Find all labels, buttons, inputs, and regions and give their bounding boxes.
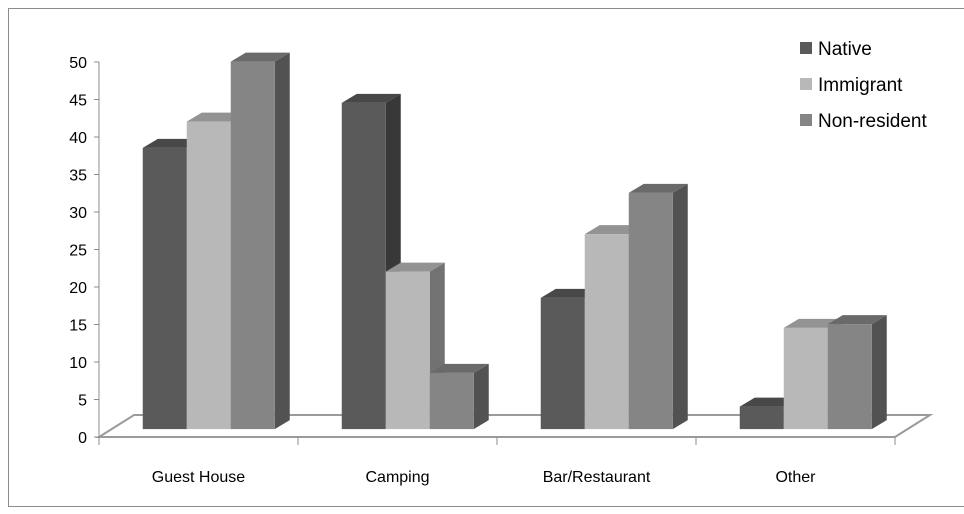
bar[interactable] [187, 122, 231, 430]
bar[interactable] [585, 234, 629, 429]
y-tick-label: 45 [69, 93, 87, 110]
y-tick-label: 30 [69, 205, 87, 222]
x-tick-label: Guest House [152, 469, 245, 486]
bar[interactable] [430, 373, 474, 429]
legend-swatch [800, 114, 812, 126]
y-tick-label: 10 [69, 355, 87, 372]
bar[interactable] [541, 298, 585, 429]
bar[interactable] [143, 148, 187, 429]
y-tick-label: 50 [69, 55, 87, 72]
legend-label: Non-resident [818, 111, 927, 132]
y-tick-label: 35 [69, 168, 87, 185]
bar-side [673, 184, 688, 429]
y-tick-label: 5 [78, 393, 87, 410]
legend-swatch [800, 78, 812, 90]
bar[interactable] [784, 328, 828, 429]
legend-swatch [800, 42, 812, 54]
x-tick-label: Camping [365, 469, 429, 486]
bar[interactable] [231, 62, 275, 430]
x-tick-label: Bar/Restaurant [543, 469, 651, 486]
bar[interactable] [828, 324, 872, 429]
legend-label: Native [818, 39, 872, 60]
bar[interactable] [629, 193, 673, 429]
y-tick-label: 0 [78, 430, 87, 447]
bar-side [474, 364, 489, 429]
bar[interactable] [740, 407, 784, 430]
bar-side [275, 53, 290, 430]
bar[interactable] [342, 103, 386, 429]
y-tick-label: 15 [69, 318, 87, 335]
bar-side [872, 315, 887, 429]
legend-label: Immigrant [818, 75, 903, 96]
bar[interactable] [386, 272, 430, 430]
y-tick-label: 40 [69, 130, 87, 147]
y-tick-label: 20 [69, 280, 87, 297]
y-tick-label: 25 [69, 243, 87, 260]
x-tick-label: Other [775, 469, 816, 486]
